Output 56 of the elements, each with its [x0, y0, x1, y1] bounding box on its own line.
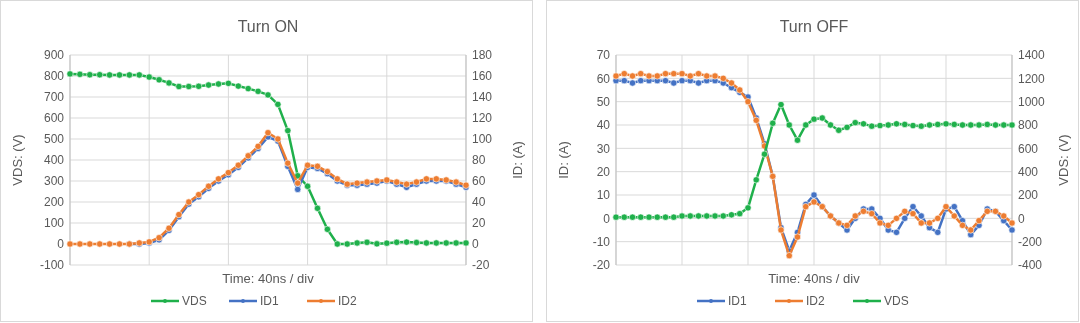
y-tick-label: 40	[596, 118, 611, 133]
x-axis-title: Time: 40ns / div	[222, 271, 315, 286]
y2-tick-label: -20	[472, 258, 490, 273]
y2-axis-title: ID: (A)	[510, 141, 525, 179]
y2-axis-title: VDS: (V)	[1056, 134, 1071, 186]
y2-tick-label: 160	[472, 69, 493, 84]
y2-tick-label: 80	[472, 153, 486, 168]
legend-label: VDS	[182, 294, 207, 309]
legend-label: ID1	[260, 294, 279, 309]
y2-tick-label: 100	[472, 132, 493, 147]
y2-tick-label: 800	[1018, 118, 1039, 133]
y2-tick-label: 200	[1018, 188, 1039, 203]
y-tick-label: 60	[596, 71, 611, 86]
y-tick-label: 30	[596, 141, 611, 156]
y2-tick-label: 20	[472, 216, 486, 231]
legend-label: VDS	[884, 294, 909, 309]
y2-tick-label: 1000	[1018, 94, 1046, 109]
x-axis-title: Time: 40ns / div	[768, 271, 861, 286]
y-axis-title: VDS: (V)	[10, 134, 25, 186]
y-tick-label: 100	[43, 216, 65, 231]
y-tick-label: 800	[43, 69, 65, 84]
legend-label: ID2	[806, 294, 825, 309]
y-tick-label: 20	[596, 164, 611, 179]
y2-tick-label: -400	[1018, 258, 1043, 273]
y2-tick-label: -200	[1018, 234, 1043, 249]
y-tick-label: 0	[603, 211, 611, 226]
y2-tick-label: 180	[472, 48, 493, 63]
y2-tick-label: 600	[1018, 141, 1039, 156]
y2-tick-label: 1200	[1018, 71, 1046, 86]
y2-tick-label: 0	[472, 237, 479, 252]
y-tick-label: 50	[596, 94, 611, 109]
y-tick-label: 700	[43, 90, 65, 105]
y2-tick-label: 40	[472, 195, 486, 210]
y-tick-label: 600	[43, 111, 65, 126]
y2-tick-label: 140	[472, 90, 493, 105]
legend-label: ID2	[338, 294, 357, 309]
y-axis-title: ID: (A)	[556, 141, 571, 179]
y-tick-label: 400	[43, 153, 65, 168]
y-tick-label: -100	[39, 258, 65, 273]
y2-tick-label: 60	[472, 174, 486, 189]
chart-title: Turn ON	[237, 18, 299, 35]
y-tick-label: 10	[596, 188, 611, 203]
y-tick-label: 500	[43, 132, 65, 147]
y2-tick-label: 120	[472, 111, 493, 126]
y-tick-label: 0	[57, 237, 65, 252]
y2-tick-label: 1400	[1018, 48, 1046, 63]
y-tick-label: 300	[43, 174, 65, 189]
chart-title: Turn OFF	[779, 18, 849, 35]
y-tick-label: 200	[43, 195, 65, 210]
y-tick-label: 900	[43, 48, 65, 63]
y2-tick-label: 0	[1018, 211, 1025, 226]
y2-tick-label: 400	[1018, 164, 1039, 179]
y-tick-label: 70	[596, 48, 611, 63]
legend-label: ID1	[728, 294, 747, 309]
y-tick-label: -10	[592, 234, 611, 249]
y-tick-label: -20	[592, 258, 611, 273]
